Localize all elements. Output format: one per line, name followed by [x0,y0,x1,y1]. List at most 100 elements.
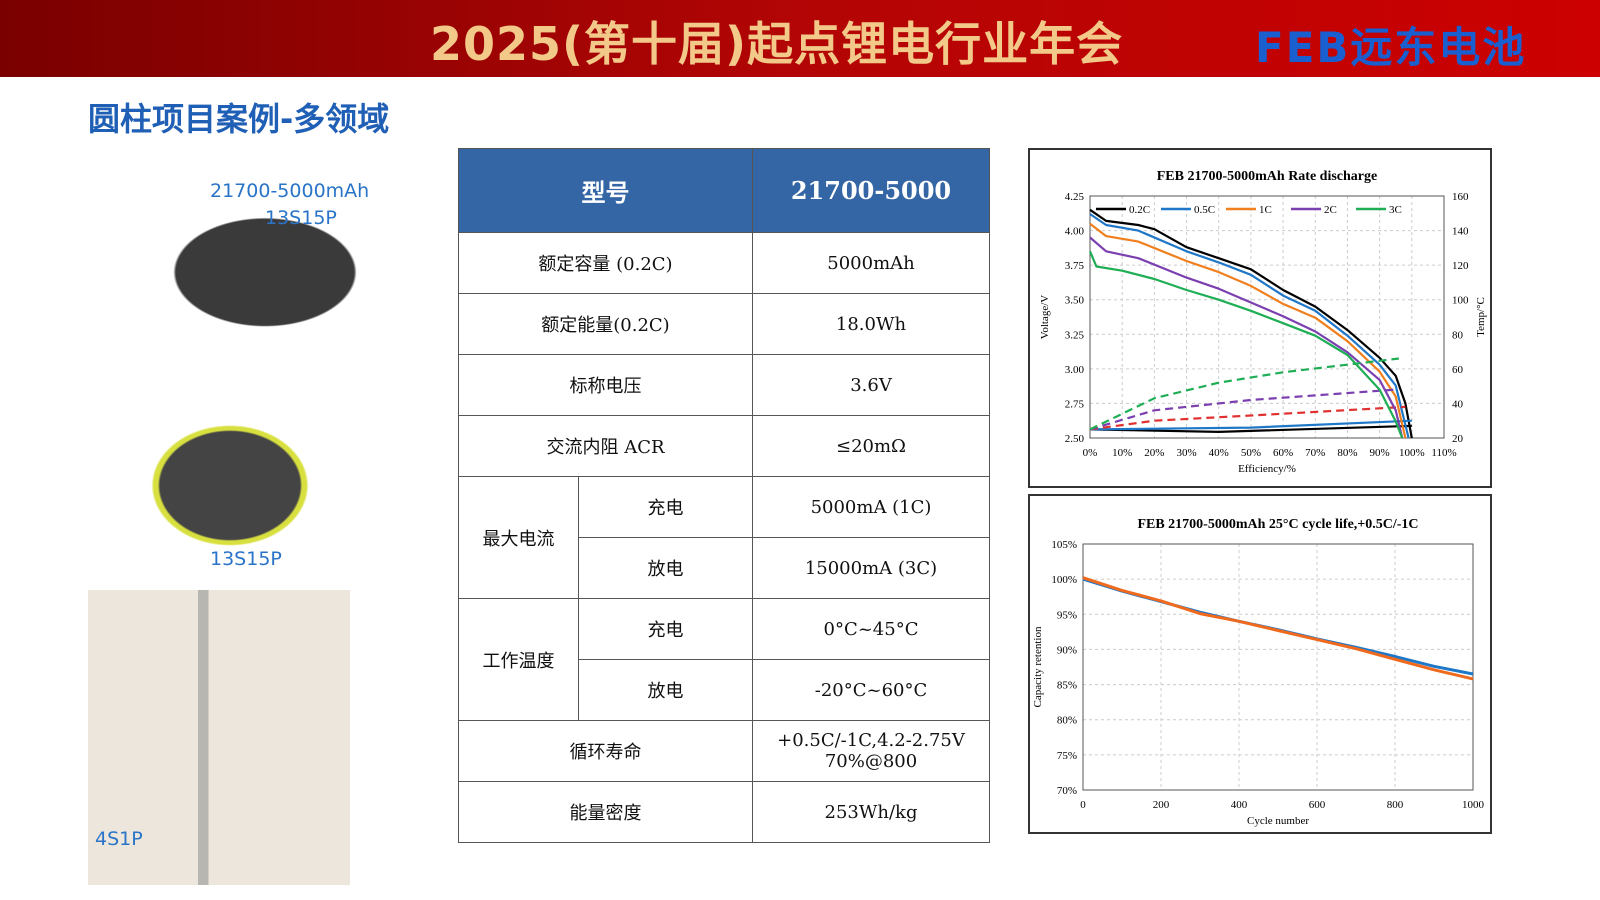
row-label: 工作温度 [458,598,579,721]
row-label: 最大电流 [458,476,579,599]
y2-tick-label: 140 [1452,226,1469,238]
scooter-image [85,165,385,360]
y-axis-label: Voltage/V [1039,295,1051,339]
y-tick-label: 3.50 [1065,295,1085,307]
table-row: 放电 -20°C~60°C [459,659,990,721]
row-label: 额定容量 (0.2C) [458,232,753,294]
voltage-curve-0.2C [1089,208,1413,439]
legend-label: 0.5C [1194,204,1215,216]
y2-tick-label: 80 [1452,329,1464,341]
voltage-curve-0.5C [1089,213,1410,439]
y-tick-label: 4.00 [1065,226,1085,238]
legend-label: 3C [1389,204,1402,216]
row-label: 能量密度 [458,781,753,843]
x-tick-label: 60% [1273,447,1293,459]
x-tick-label: 90% [1370,447,1390,459]
section-title: 圆柱项目案例-多领域 [88,100,390,138]
motorcycle-image [80,370,380,580]
y-tick-label: 3.75 [1065,260,1085,272]
y2-tick-label: 20 [1452,433,1464,445]
x-tick-label: 800 [1387,799,1404,811]
table-row: 工作温度 充电 0°C~45°C [458,598,990,721]
appliance-image [88,590,350,885]
table-row: 交流内阻 ACR ≤20mΩ [458,415,990,477]
scooter-label-spec: 21700-5000mAh [210,180,370,202]
temp-curve-1C [1089,405,1406,431]
row-value: -20°C~60°C [752,659,990,721]
row-label: 额定能量(0.2C) [458,293,753,355]
table-row: 额定能量(0.2C) 18.0Wh [458,293,990,355]
row-value: 253Wh/kg [752,781,990,843]
x-axis-label: Cycle number [1247,815,1309,827]
temp-curve-3C [1089,357,1400,431]
x-tick-label: 200 [1153,799,1170,811]
header-model: 型号 [458,148,753,233]
capacity-curve-1 [1082,576,1474,681]
y-tick-label: 80% [1057,715,1077,727]
table-row: 放电 15000mA (3C) [459,537,990,599]
y-tick-label: 85% [1057,680,1077,692]
x-axis-label: Efficiency/% [1238,463,1296,475]
row-value: 3.6V [752,354,990,416]
y-tick-label: 70% [1057,785,1077,797]
row-value: 5000mAh [752,232,990,294]
row-value: ≤20mΩ [752,415,990,477]
table-row: 额定容量 (0.2C) 5000mAh [458,232,990,294]
header-model-value: 21700-5000 [752,148,990,233]
spec-table: 型号 21700-5000 额定容量 (0.2C) 5000mAh 额定能量(0.2… [458,148,990,843]
capacity-curve-0 [1082,577,1474,676]
x-tick-label: 50% [1241,447,1261,459]
y2-tick-label: 40 [1452,398,1464,410]
company-logo: FEB远东电池 [1255,23,1527,72]
scooter-label-config: 13S15P [265,207,337,229]
y-tick-label: 3.25 [1065,329,1085,341]
row-value: 0°C~45°C [752,598,990,660]
legend-label: 0.2C [1129,204,1150,216]
appliance-label: 4S1P [95,828,143,850]
motorcycle-label: 13S15P [210,548,282,570]
x-tick-label: 1000 [1462,799,1485,811]
y2-axis-label: Temp/°C [1475,297,1487,337]
y2-tick-label: 100 [1452,295,1469,307]
cycle-condition: +0.5C/-1C,4.2-2.75V [777,730,965,751]
y-tick-label: 2.75 [1065,398,1085,410]
row-value: 5000mA (1C) [752,476,990,538]
legend-label: 2C [1324,204,1337,216]
x-tick-label: 0% [1083,447,1098,459]
voltage-curve-1C [1089,222,1407,439]
y-tick-label: 105% [1051,539,1077,551]
row-label: 交流内阻 ACR [458,415,753,477]
y-axis-label: Capacity retention [1032,626,1044,707]
temp-curve-2C [1089,388,1396,431]
sub-label: 充电 [578,598,753,660]
x-tick-label: 0 [1080,799,1086,811]
x-tick-label: 10% [1112,447,1132,459]
temp-curve-0.5C [1089,419,1412,431]
voltage-curve-3C [1088,250,1404,439]
temp-curve-0.2C [1089,424,1412,433]
sub-label: 放电 [578,659,753,721]
x-tick-label: 70% [1305,447,1325,459]
voltage-curve-2C [1089,236,1404,439]
y-tick-label: 95% [1057,609,1077,621]
x-tick-label: 40% [1209,447,1229,459]
table-row: 循环寿命 +0.5C/-1C,4.2-2.75V 70%@800 [458,720,990,782]
x-tick-label: 100% [1399,447,1425,459]
x-tick-label: 110% [1431,447,1456,459]
cycle-result: 70%@800 [824,751,918,772]
y-tick-label: 4.25 [1065,191,1085,203]
x-tick-label: 80% [1337,447,1357,459]
y-tick-label: 75% [1057,750,1077,762]
row-value: 15000mA (3C) [752,537,990,599]
plot-area [1089,195,1445,439]
sub-label: 放电 [578,537,753,599]
plot-area [1082,543,1474,791]
conference-title: 2025(第十届)起点锂电行业年会 [430,17,1124,71]
row-value: +0.5C/-1C,4.2-2.75V 70%@800 [752,720,990,782]
table-row: 能量密度 253Wh/kg [458,781,990,843]
y2-tick-label: 120 [1452,260,1469,272]
sub-label: 充电 [578,476,753,538]
rate-discharge-chart: FEB 21700-5000mAh Rate discharge 0% 10% 20%… [1028,148,1492,488]
chart-title: FEB 21700-5000mAh Rate discharge [1157,169,1378,184]
x-tick-label: 400 [1231,799,1248,811]
